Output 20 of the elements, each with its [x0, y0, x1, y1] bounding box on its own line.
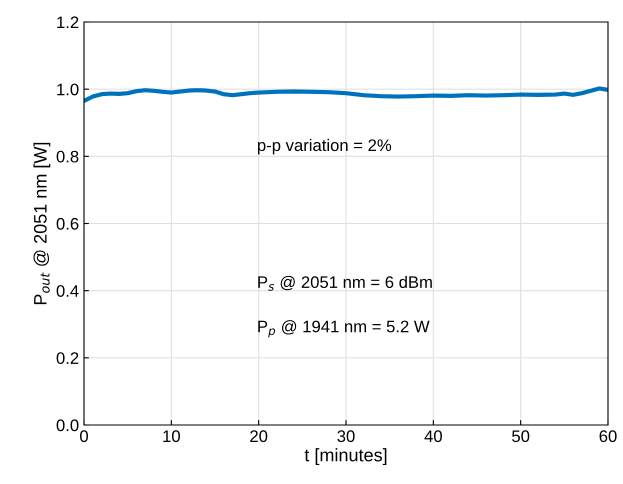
x-tick-label: 0: [80, 430, 88, 442]
y-tick-label: 1.2: [57, 16, 78, 28]
y-tick-label: 0.6: [56, 218, 78, 230]
line-series: [84, 86, 608, 104]
x-axis-title: t [minutes]: [304, 448, 386, 466]
x-tick-label: 60: [600, 430, 617, 442]
annotation: P$_{p}$ @ 1941 nm = 5.2 W: [258, 320, 430, 338]
x-tick-label: 30: [337, 430, 355, 442]
y-tick-label: 1.0: [57, 84, 78, 96]
y-tick-label: 0.2: [56, 352, 78, 364]
y-axis-title: P$_{out}$ @ 2051 nm [W]: [33, 142, 50, 304]
annotation: P$_{s}$ @ 2051 nm = 6 dBm: [258, 276, 432, 291]
x-tick-label: 20: [250, 430, 268, 442]
x-tick-label: 50: [512, 430, 530, 442]
annotation: p-p variation = 2%: [258, 138, 392, 154]
x-tick-label: 40: [424, 430, 442, 442]
y-tick-label: 0.8: [56, 150, 78, 163]
x-tick-label: 10: [163, 430, 180, 442]
y-tick-label: 0.4: [56, 285, 79, 297]
y-tick-label: 0.0: [56, 419, 78, 432]
